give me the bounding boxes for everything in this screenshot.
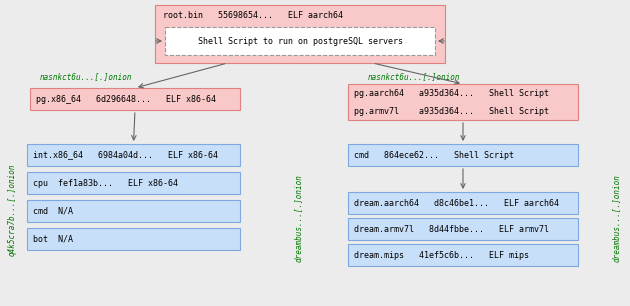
FancyBboxPatch shape bbox=[165, 27, 435, 55]
Text: dreambus...[.]onion: dreambus...[.]onion bbox=[294, 174, 302, 262]
FancyBboxPatch shape bbox=[155, 5, 445, 63]
Text: dream.armv7l   8d44fbbe...   ELF armv7l: dream.armv7l 8d44fbbe... ELF armv7l bbox=[354, 225, 549, 233]
Text: nasnkct6u...[.]onion: nasnkct6u...[.]onion bbox=[40, 72, 132, 81]
Text: cpu  fef1a83b...   ELF x86-64: cpu fef1a83b... ELF x86-64 bbox=[33, 178, 178, 188]
Text: nasnkct6u...[.]onion: nasnkct6u...[.]onion bbox=[368, 72, 461, 81]
Text: pg.armv7l    a935d364...   Shell Script: pg.armv7l a935d364... Shell Script bbox=[354, 106, 549, 115]
Text: dream.mips   41ef5c6b...   ELF mips: dream.mips 41ef5c6b... ELF mips bbox=[354, 251, 529, 259]
Text: Shell Script to run on postgreSQL servers: Shell Script to run on postgreSQL server… bbox=[197, 36, 403, 46]
FancyBboxPatch shape bbox=[348, 192, 578, 214]
Text: pg.aarch64   a935d364...   Shell Script: pg.aarch64 a935d364... Shell Script bbox=[354, 88, 549, 98]
FancyBboxPatch shape bbox=[27, 200, 240, 222]
FancyBboxPatch shape bbox=[27, 172, 240, 194]
FancyBboxPatch shape bbox=[27, 228, 240, 250]
FancyBboxPatch shape bbox=[30, 88, 240, 110]
FancyBboxPatch shape bbox=[348, 84, 578, 120]
Text: root.bin   55698654...   ELF aarch64: root.bin 55698654... ELF aarch64 bbox=[163, 12, 343, 21]
Text: bot  N/A: bot N/A bbox=[33, 234, 73, 244]
FancyBboxPatch shape bbox=[348, 144, 578, 166]
Text: cmd   864ece62...   Shell Script: cmd 864ece62... Shell Script bbox=[354, 151, 514, 159]
Text: dream.aarch64   d8c46be1...   ELF aarch64: dream.aarch64 d8c46be1... ELF aarch64 bbox=[354, 199, 559, 207]
FancyBboxPatch shape bbox=[348, 244, 578, 266]
Text: dreambus...[.]onion: dreambus...[.]onion bbox=[612, 174, 621, 262]
Text: int.x86_64   6984a04d...   ELF x86-64: int.x86_64 6984a04d... ELF x86-64 bbox=[33, 151, 218, 159]
Text: pg.x86_64   6d296648...   ELF x86-64: pg.x86_64 6d296648... ELF x86-64 bbox=[36, 95, 216, 103]
Text: cmd  N/A: cmd N/A bbox=[33, 207, 73, 215]
Text: q4k5cra7b...[.]onion: q4k5cra7b...[.]onion bbox=[8, 164, 16, 256]
FancyBboxPatch shape bbox=[27, 144, 240, 166]
FancyBboxPatch shape bbox=[348, 218, 578, 240]
